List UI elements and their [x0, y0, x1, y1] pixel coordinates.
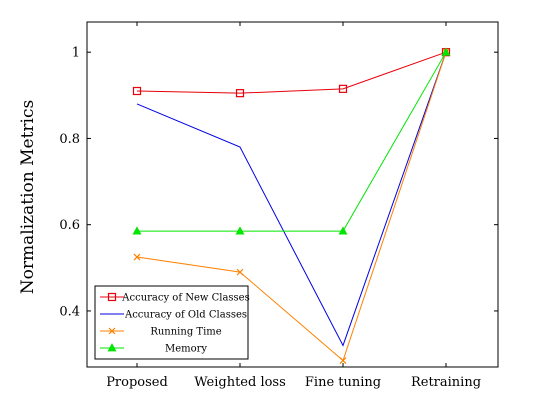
legend: Accuracy of New Classes Accuracy of Old C…	[94, 285, 250, 360]
legend-label: Accuracy of New Classes	[121, 293, 249, 304]
x-tick-label: Fine tuning	[305, 375, 381, 390]
legend-marker	[107, 292, 117, 302]
data-point	[441, 47, 451, 56]
x-tick-label: Retraining	[411, 375, 481, 390]
y-axis-label: Normalization Metrics	[18, 100, 38, 294]
legend-box	[94, 285, 249, 360]
series-layer	[132, 47, 451, 364]
legend-label: Running Time	[150, 327, 221, 338]
data-point	[132, 226, 142, 235]
x-tick-label: Weighted loss	[194, 375, 286, 390]
series-4	[132, 47, 451, 235]
series-2	[136, 52, 447, 347]
data-point	[235, 226, 245, 235]
series-line	[137, 51, 447, 232]
data-point	[235, 89, 245, 98]
data-point	[339, 357, 347, 364]
series-1	[132, 48, 451, 98]
y-tick-label: 0.8	[59, 132, 80, 147]
plot-frame	[86, 21, 499, 368]
legend-label: Memory	[165, 344, 207, 355]
legend-entry: Accuracy of New Classes	[100, 293, 250, 304]
legend-marker	[107, 343, 117, 352]
y-tick-label: 0.4	[59, 304, 80, 319]
x-axis: Proposed Weighted loss Fine tuning Retraini…	[106, 22, 481, 390]
y-tick-label: 0.6	[59, 218, 80, 233]
legend-entry: Accuracy of Old Classes	[100, 310, 247, 321]
legend-entry: Running Time	[100, 327, 222, 338]
data-point	[338, 226, 348, 235]
x-tick-label: Proposed	[106, 375, 168, 390]
series-line	[136, 52, 447, 362]
data-point	[338, 84, 348, 93]
series-line	[136, 52, 447, 347]
legend-marker	[108, 327, 116, 335]
y-axis: 0.4 0.6 0.8 1	[59, 46, 498, 319]
data-point	[132, 86, 142, 96]
y-tick-label: 1	[72, 46, 80, 61]
data-point	[133, 253, 141, 261]
legend-entry: Memory	[100, 343, 207, 355]
series-line	[136, 51, 447, 94]
legend-label: Accuracy of Old Classes	[124, 310, 247, 321]
data-point	[236, 268, 244, 276]
